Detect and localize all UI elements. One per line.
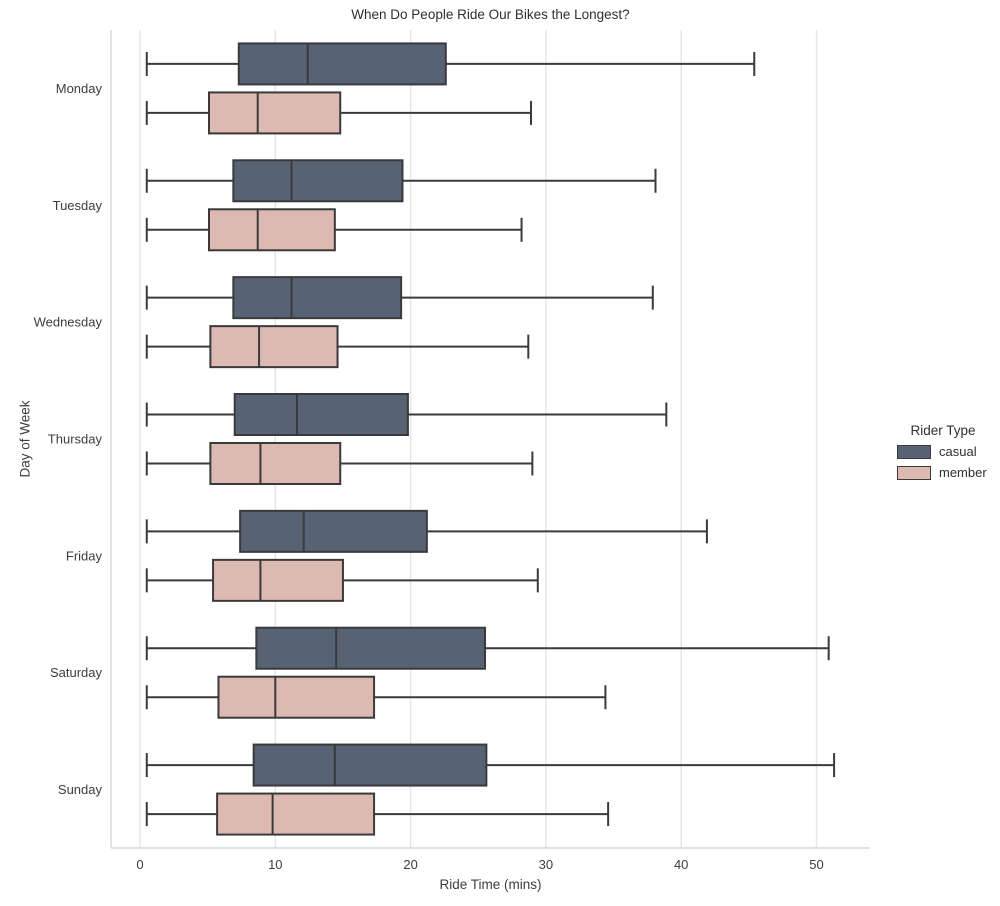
legend-label-member: member	[939, 465, 987, 480]
box-casual-sunday	[252, 743, 488, 787]
box-member-tuesday	[208, 208, 336, 252]
box-casual-wednesday	[232, 276, 403, 320]
box-casual-thursday	[233, 393, 409, 436]
y-tick-label: Saturday	[50, 665, 103, 680]
box-member-friday	[212, 558, 344, 602]
legend-item-casual: casual	[889, 444, 997, 459]
y-tick-label: Tuesday	[53, 198, 103, 213]
x-tick-label: 10	[268, 857, 282, 872]
box-member-sunday	[216, 792, 376, 836]
y-tick-label: Monday	[56, 81, 103, 96]
legend-label-casual: casual	[939, 444, 977, 459]
legend: Rider Type casual member	[889, 423, 997, 486]
box-casual-saturday	[255, 626, 487, 670]
chart-title: When Do People Ride Our Bikes the Longes…	[351, 7, 630, 22]
x-tick-label: 30	[539, 857, 553, 872]
box-casual-tuesday	[232, 159, 404, 203]
y-tick-label: Thursday	[48, 432, 103, 447]
box-casual-friday	[239, 509, 428, 553]
y-tick-label: Wednesday	[34, 315, 103, 330]
x-tick-label: 20	[403, 857, 417, 872]
box-casual-monday	[237, 42, 447, 86]
y-tick-label: Friday	[66, 548, 103, 563]
y-tick-label: Sunday	[58, 782, 103, 797]
x-tick-label: 50	[809, 857, 823, 872]
x-tick-label: 0	[136, 857, 143, 872]
box-member-saturday	[217, 675, 376, 719]
y-axis-label: Day of Week	[17, 400, 33, 478]
box-member-wednesday	[209, 325, 339, 369]
legend-title: Rider Type	[910, 423, 976, 438]
legend-item-member: member	[889, 465, 997, 480]
box-member-thursday	[209, 442, 342, 485]
legend-swatch-member-icon	[897, 465, 931, 480]
x-tick-label: 40	[674, 857, 688, 872]
x-axis-label: Ride Time (mins)	[439, 877, 542, 892]
legend-swatch-casual-icon	[897, 444, 931, 459]
box-member-monday	[208, 91, 342, 135]
